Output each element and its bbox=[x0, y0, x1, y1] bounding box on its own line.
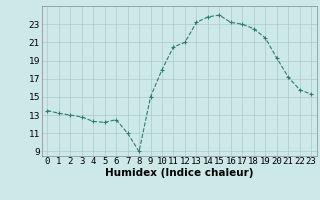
X-axis label: Humidex (Indice chaleur): Humidex (Indice chaleur) bbox=[105, 168, 253, 178]
